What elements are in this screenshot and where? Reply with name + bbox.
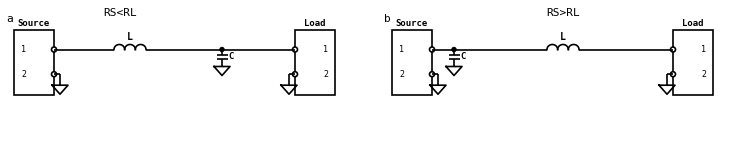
Circle shape <box>670 72 676 77</box>
Bar <box>673 30 713 95</box>
Text: Load: Load <box>304 19 326 28</box>
Circle shape <box>430 47 434 52</box>
Text: L: L <box>560 32 566 41</box>
Circle shape <box>670 47 676 52</box>
Text: C: C <box>460 52 465 61</box>
Text: 1: 1 <box>399 45 404 54</box>
Bar <box>295 30 335 95</box>
Text: 1: 1 <box>21 45 26 54</box>
Text: 2: 2 <box>701 70 706 79</box>
Text: 2: 2 <box>21 70 26 79</box>
Text: a: a <box>6 14 13 24</box>
Text: Load: Load <box>682 19 703 28</box>
Text: 1: 1 <box>701 45 706 54</box>
Text: RS>RL: RS>RL <box>546 8 580 18</box>
Text: Source: Source <box>396 19 428 28</box>
Bar <box>392 30 432 95</box>
Circle shape <box>430 72 434 77</box>
Text: 1: 1 <box>323 45 328 54</box>
Circle shape <box>452 48 456 51</box>
Circle shape <box>292 47 298 52</box>
Bar <box>14 30 54 95</box>
Text: 2: 2 <box>399 70 404 79</box>
Text: L: L <box>127 32 133 41</box>
Circle shape <box>292 72 298 77</box>
Text: RS<RL: RS<RL <box>103 8 136 18</box>
Text: Source: Source <box>18 19 50 28</box>
Circle shape <box>52 47 56 52</box>
Circle shape <box>52 72 56 77</box>
Text: C: C <box>228 52 233 61</box>
Text: 2: 2 <box>323 70 328 79</box>
Text: b: b <box>384 14 391 24</box>
Circle shape <box>220 48 224 51</box>
